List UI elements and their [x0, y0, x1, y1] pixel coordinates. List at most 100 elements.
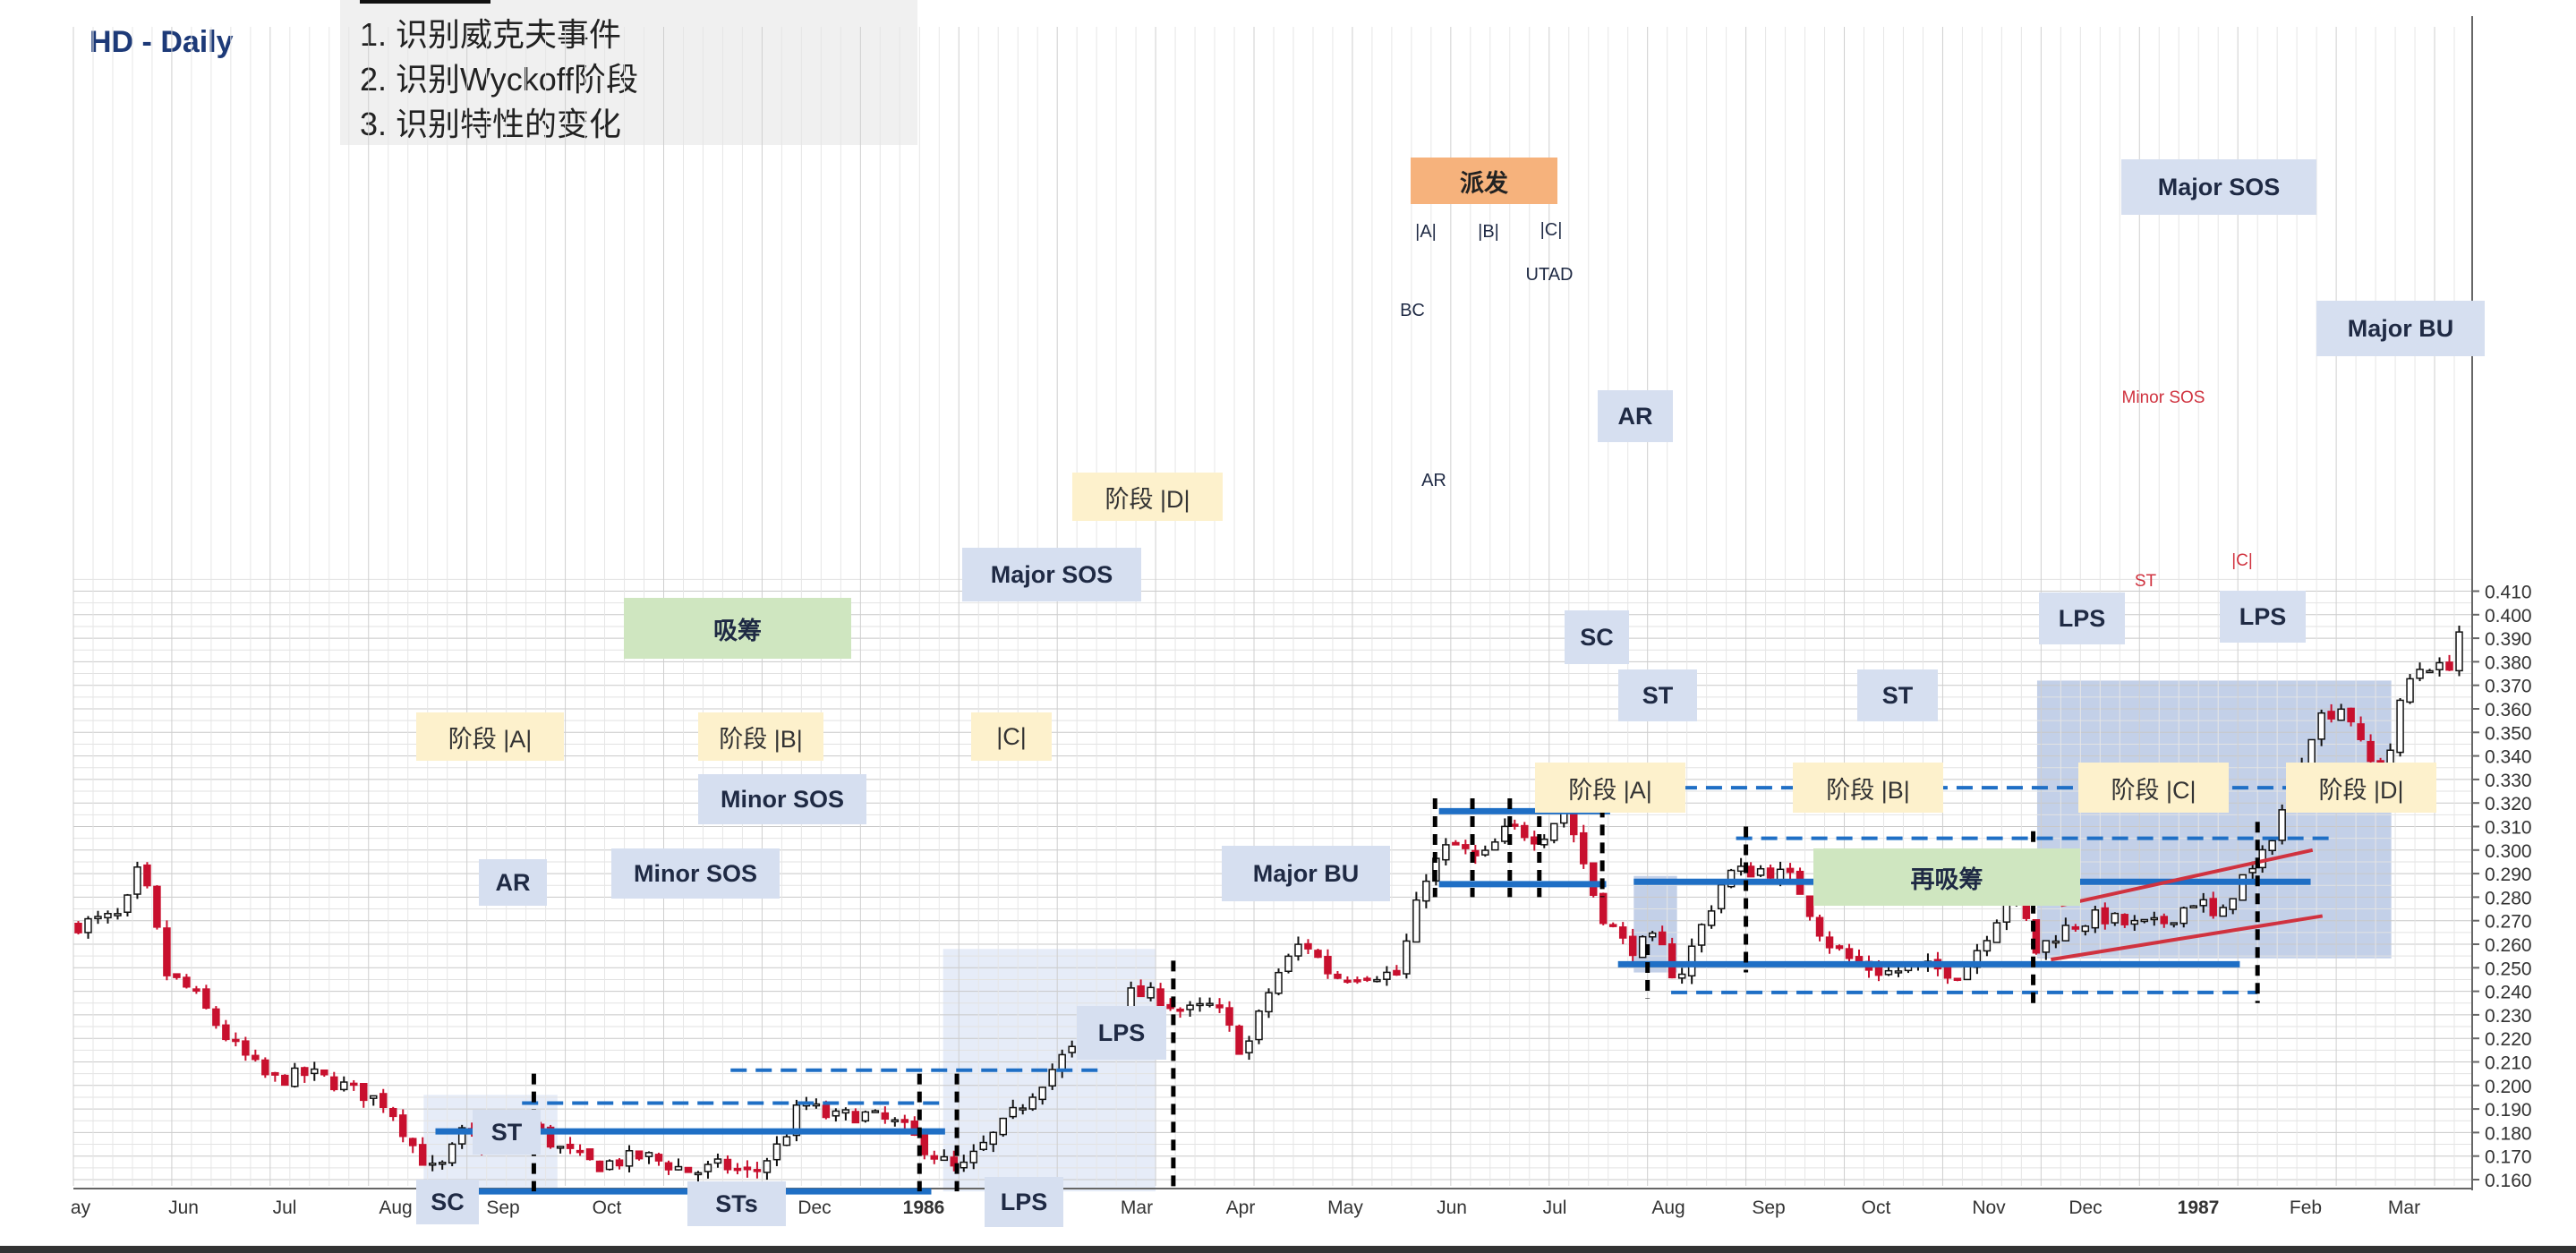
candle-body	[1550, 823, 1558, 841]
candle-body	[1038, 1087, 1046, 1101]
y-tick-label: 0.190	[2485, 1100, 2532, 1121]
y-tick-label: 0.350	[2485, 723, 2532, 744]
x-tick-label: Nov	[1972, 1198, 2006, 1218]
candle-body	[457, 1127, 466, 1145]
candle-body	[1599, 892, 1608, 925]
candle-body	[1884, 969, 1893, 976]
label-major-bu-1: Major BU	[1222, 846, 1390, 901]
candle-body	[743, 1166, 752, 1171]
candle-body	[2435, 661, 2444, 670]
candle-body	[989, 1131, 997, 1146]
candle-body	[1314, 950, 1322, 959]
candle-body	[222, 1024, 230, 1041]
candle-body	[271, 1071, 279, 1076]
y-tick-label: 0.340	[2485, 747, 2532, 768]
candle-body	[398, 1114, 407, 1138]
candle-body	[1736, 865, 1745, 873]
candle-body	[595, 1160, 604, 1172]
candle-body	[1048, 1069, 1056, 1087]
candle-body	[173, 973, 181, 978]
candle-body	[1373, 978, 1381, 983]
candle-body	[212, 1008, 220, 1027]
x-tick-label: Sep	[1752, 1198, 1785, 1218]
y-tick-label: 0.260	[2485, 935, 2532, 956]
candle-body	[2051, 940, 2060, 944]
candle-body	[1589, 862, 1598, 896]
candle-body	[1531, 836, 1539, 845]
candle-body	[1668, 943, 1676, 979]
candle-body	[1275, 971, 1283, 994]
label-minor-sos-1: Minor SOS	[611, 848, 780, 899]
y-tick-label: 0.410	[2485, 583, 2532, 603]
candle-body	[2317, 712, 2325, 740]
candle-body	[2120, 914, 2129, 925]
candle-body	[1343, 979, 1352, 984]
y-tick-label: 0.360	[2485, 700, 2532, 720]
label-sts: STs	[687, 1181, 786, 1226]
candle-body	[1953, 977, 1962, 981]
candle-body	[418, 1144, 427, 1166]
candle-body	[694, 1172, 703, 1176]
label-phase-d-2: 阶段 |D|	[2286, 763, 2436, 813]
candle-body	[311, 1068, 319, 1075]
x-tick-label: 1986	[903, 1198, 945, 1218]
candle-body	[330, 1076, 338, 1091]
candle-body	[891, 1119, 900, 1122]
x-tick-label: Sep	[486, 1198, 519, 1218]
candle-body	[881, 1112, 890, 1120]
candle-body	[1766, 867, 1775, 879]
candle-body	[1235, 1025, 1243, 1055]
candle-body	[1608, 924, 1617, 927]
candle-body	[940, 1155, 949, 1162]
x-tick-label: Oct	[593, 1198, 622, 1218]
candle-body	[1983, 940, 1992, 952]
y-tick-label: 0.210	[2485, 1053, 2532, 1074]
trendline-channel-upper	[2060, 848, 2314, 908]
candle-body	[615, 1159, 624, 1167]
x-tick-label: Aug	[379, 1198, 412, 1218]
candle-body	[2258, 848, 2266, 869]
candle-body	[1186, 1004, 1194, 1010]
candle-body	[2219, 907, 2227, 917]
label-phase-d-1: 阶段 |D|	[1072, 473, 1223, 521]
candle-body	[674, 1165, 683, 1171]
y-tick-label: 0.160	[2485, 1171, 2532, 1191]
candle-body	[2337, 708, 2345, 721]
task-item: 3. 识别特性的变化	[360, 106, 622, 142]
y-tick-label: 0.220	[2485, 1029, 2532, 1050]
bottom-border	[0, 1246, 2576, 1253]
candle-body	[232, 1038, 240, 1043]
shaded-zone-3	[2036, 680, 2392, 959]
candle-body	[428, 1163, 437, 1166]
candle-body	[1383, 971, 1391, 980]
candle-body	[1786, 867, 1795, 874]
candle-body	[2061, 925, 2070, 942]
candle-body	[1265, 992, 1273, 1013]
candle-body	[1206, 1002, 1214, 1006]
x-tick-label: Feb	[2290, 1198, 2322, 1218]
candle-body	[605, 1160, 614, 1171]
candle-body	[1638, 935, 1647, 959]
candle-body	[1825, 936, 1834, 949]
label-ar-2: AR	[1598, 390, 1673, 442]
label-major-sos-1: Major SOS	[962, 548, 1141, 601]
candle-body	[2347, 707, 2355, 723]
x-tick-label: Jun	[168, 1198, 199, 1218]
candle-body	[192, 988, 200, 993]
candle-body	[1992, 922, 2001, 943]
candle-body	[183, 976, 191, 988]
candle-body	[1697, 924, 1706, 946]
candle-body	[841, 1109, 850, 1114]
candle-body	[143, 864, 151, 887]
label-lps-4: LPS	[2220, 591, 2306, 643]
candle-body	[1353, 979, 1361, 983]
label-distribution: 派发	[1411, 158, 1557, 204]
candle-body	[2327, 711, 2335, 720]
candle-body	[1727, 869, 1736, 888]
label-st-red: ST	[2134, 572, 2157, 591]
task-list: 1. 识别威克夫事件 2. 识别Wyckoff阶段 3. 识别特性的变化	[360, 13, 638, 147]
candle-body	[782, 1136, 791, 1146]
y-tick-label: 0.370	[2485, 677, 2532, 697]
candle-body	[438, 1162, 447, 1165]
label-lps-2: LPS	[1077, 1006, 1166, 1060]
